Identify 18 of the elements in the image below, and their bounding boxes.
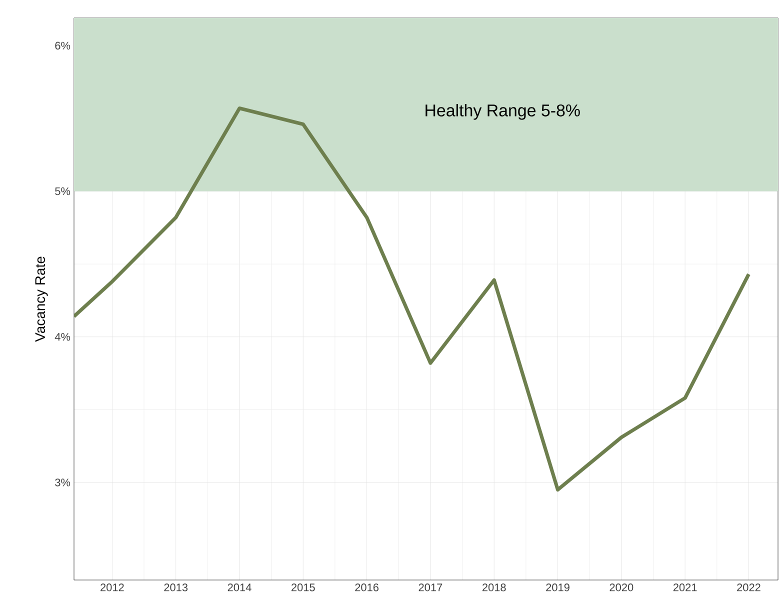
- y-tick-label: 6%: [55, 42, 70, 50]
- y-tick-label: 3%: [55, 478, 70, 486]
- x-tick-label: 2012: [100, 584, 124, 592]
- x-tick-label: 2016: [355, 584, 379, 592]
- line-series: [74, 106, 751, 492]
- x-tick-label: 2017: [418, 584, 442, 592]
- x-tick-label: 2019: [546, 584, 570, 592]
- y-axis-title: Vacancy Rate: [35, 256, 48, 342]
- x-tick-label: 2018: [482, 584, 506, 592]
- x-tick-label: 2021: [673, 584, 697, 592]
- x-tick-label: 2022: [737, 584, 760, 592]
- x-tick-label: 2014: [228, 584, 252, 592]
- y-tick-label: 4%: [54, 333, 70, 341]
- y-tick-label: 5%: [55, 187, 70, 196]
- x-tick-label: 2020: [610, 584, 634, 592]
- x-tick-label: 2015: [292, 584, 315, 592]
- band-label: Healthy Range 5-8%: [426, 104, 580, 120]
- x-tick-label: 2013: [164, 584, 188, 592]
